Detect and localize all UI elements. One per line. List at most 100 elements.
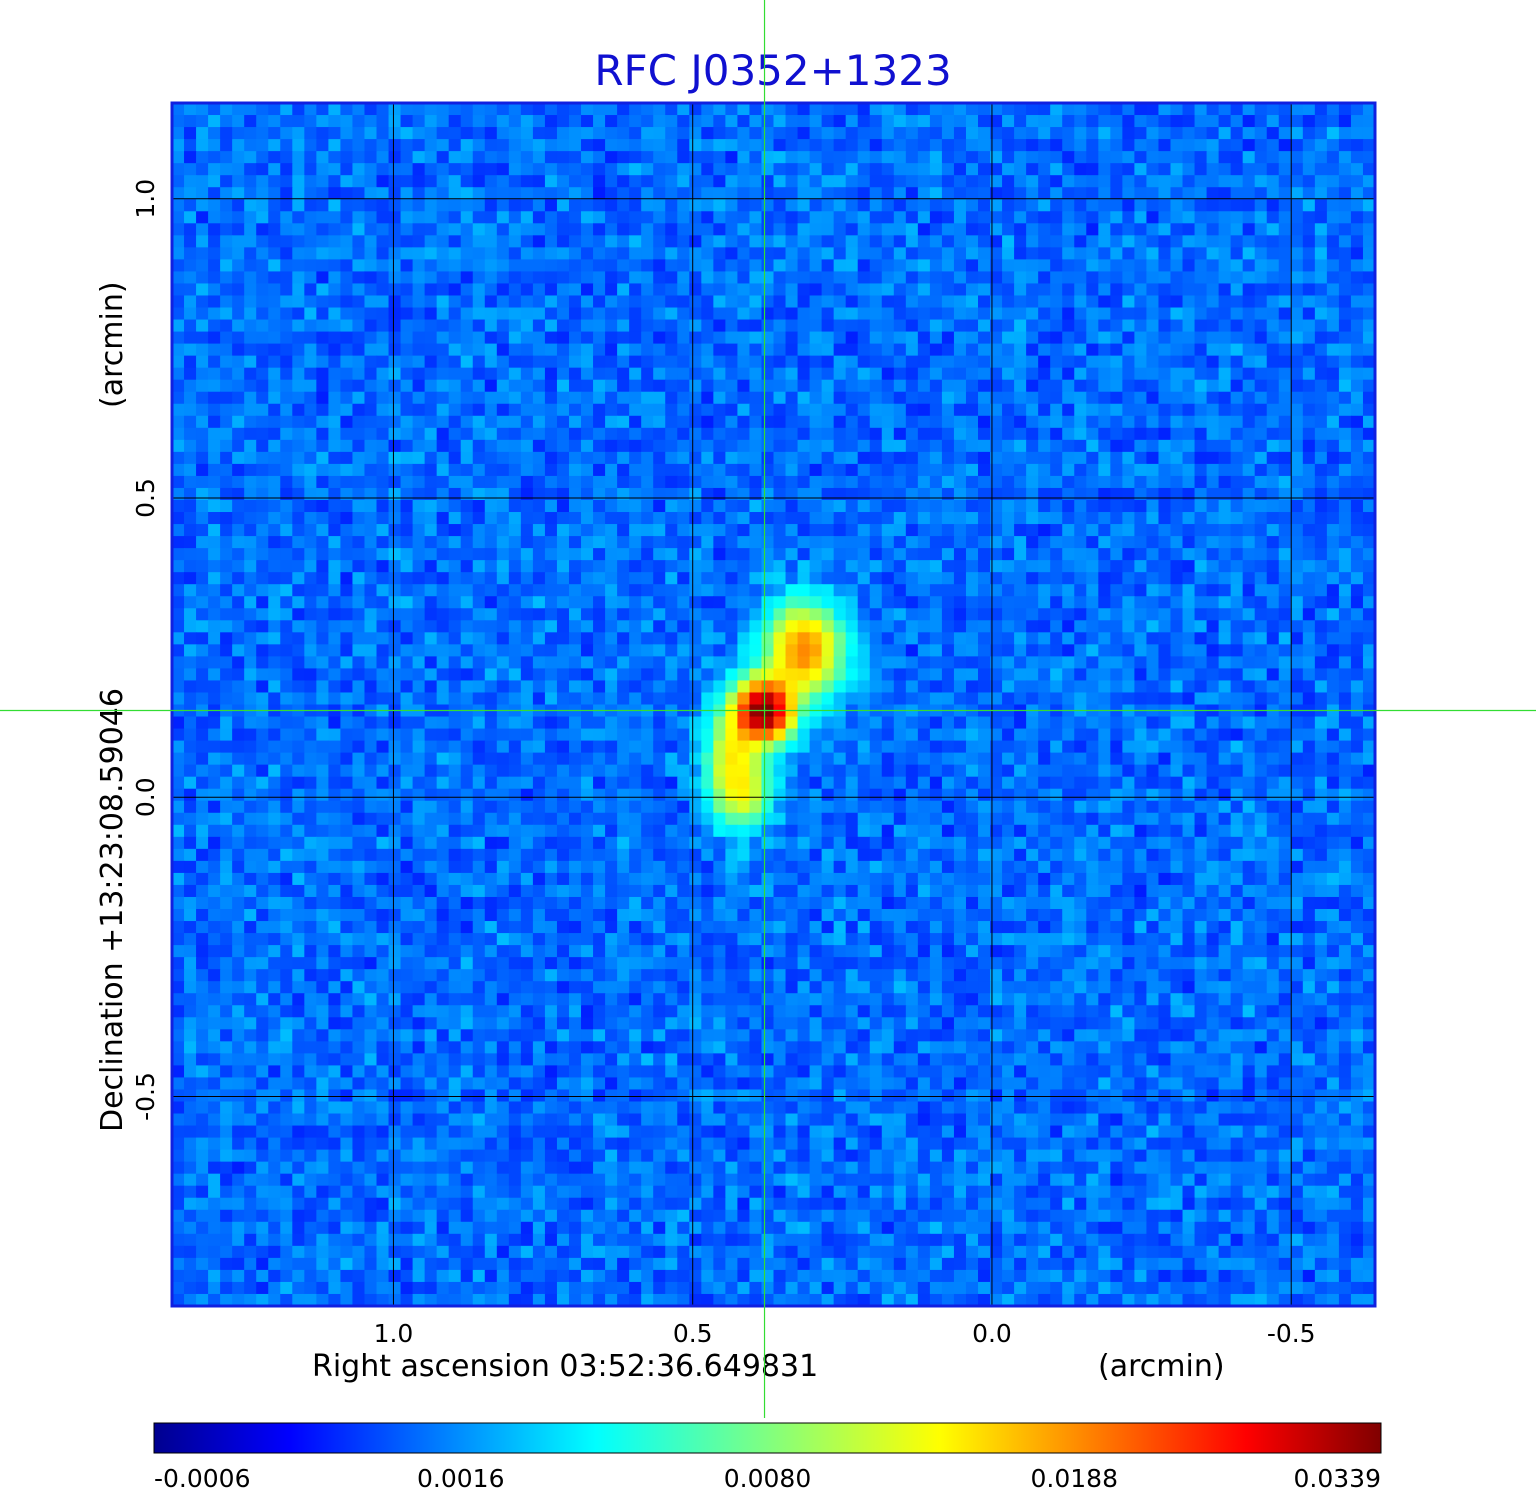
image-pixel xyxy=(448,439,462,453)
image-pixel xyxy=(400,608,414,621)
image-pixel xyxy=(845,560,859,573)
image-pixel xyxy=(472,680,486,694)
image-pixel xyxy=(965,331,979,345)
image-pixel xyxy=(292,355,305,369)
image-pixel xyxy=(568,584,582,597)
image-pixel xyxy=(1110,211,1123,224)
image-pixel xyxy=(917,692,931,706)
image-pixel xyxy=(472,487,486,501)
image-pixel xyxy=(364,596,378,609)
image-pixel xyxy=(1302,451,1316,465)
image-pixel xyxy=(1002,211,1015,224)
image-pixel xyxy=(701,584,714,597)
image-pixel xyxy=(1062,163,1075,176)
image-pixel xyxy=(1302,572,1316,585)
image-pixel xyxy=(1206,127,1220,140)
image-pixel xyxy=(172,307,185,321)
image-pixel xyxy=(953,379,967,393)
image-pixel xyxy=(520,355,534,369)
image-pixel xyxy=(280,632,293,645)
image-pixel xyxy=(1242,343,1256,357)
image-pixel xyxy=(725,415,739,429)
image-pixel xyxy=(328,572,342,585)
image-pixel xyxy=(400,139,414,152)
image-pixel xyxy=(857,271,871,285)
image-pixel xyxy=(1350,572,1364,585)
image-pixel xyxy=(797,524,811,537)
image-pixel xyxy=(821,668,835,682)
image-pixel xyxy=(677,139,690,152)
image-pixel xyxy=(1278,247,1292,260)
image-pixel xyxy=(1218,463,1232,477)
image-pixel xyxy=(1338,247,1352,260)
image-pixel xyxy=(617,103,630,116)
image-pixel xyxy=(677,668,690,682)
image-pixel xyxy=(304,451,317,465)
image-pixel xyxy=(1074,187,1087,200)
image-pixel xyxy=(1146,644,1160,657)
image-pixel xyxy=(990,596,1003,609)
image-pixel xyxy=(641,139,654,152)
image-pixel xyxy=(244,427,257,441)
image-pixel xyxy=(893,175,907,188)
image-pixel xyxy=(653,283,666,297)
image-pixel xyxy=(773,115,787,128)
image-pixel xyxy=(292,415,305,429)
image-pixel xyxy=(520,115,534,128)
image-pixel xyxy=(857,608,871,621)
image-pixel xyxy=(184,415,197,429)
image-pixel xyxy=(1038,235,1051,248)
image-pixel xyxy=(1362,163,1375,176)
image-pixel xyxy=(460,391,474,405)
image-pixel xyxy=(761,295,775,309)
image-pixel xyxy=(388,283,402,297)
image-pixel xyxy=(316,415,329,429)
image-pixel xyxy=(953,427,967,441)
image-pixel xyxy=(544,367,558,381)
image-pixel xyxy=(990,524,1003,537)
image-pixel xyxy=(292,584,305,597)
image-pixel xyxy=(953,367,967,381)
image-pixel xyxy=(232,319,245,333)
image-pixel xyxy=(436,572,450,585)
image-pixel xyxy=(845,175,859,188)
image-pixel xyxy=(316,355,329,369)
image-pixel xyxy=(929,427,943,441)
image-pixel xyxy=(665,451,678,465)
image-pixel xyxy=(917,187,931,200)
image-pixel xyxy=(292,199,305,212)
image-pixel xyxy=(641,343,654,357)
image-pixel xyxy=(893,487,907,501)
image-pixel xyxy=(220,668,233,682)
image-pixel xyxy=(400,367,414,381)
image-pixel xyxy=(328,644,342,657)
image-pixel xyxy=(665,319,678,333)
image-pixel xyxy=(701,295,714,309)
image-pixel xyxy=(1122,644,1135,657)
image-pixel xyxy=(532,692,546,706)
image-pixel xyxy=(328,151,342,164)
image-pixel xyxy=(484,548,498,561)
image-pixel xyxy=(1050,187,1063,200)
image-pixel xyxy=(1098,139,1111,152)
image-pixel xyxy=(869,199,883,212)
image-pixel xyxy=(1362,331,1375,345)
image-pixel xyxy=(472,560,486,573)
image-pixel xyxy=(809,548,823,561)
image-pixel xyxy=(1194,271,1208,285)
image-pixel xyxy=(581,343,594,357)
image-pixel xyxy=(629,343,642,357)
image-pixel xyxy=(1302,463,1316,477)
image-pixel xyxy=(1038,283,1051,297)
image-pixel xyxy=(773,235,787,248)
image-pixel xyxy=(1194,560,1208,573)
image-pixel xyxy=(352,139,366,152)
image-pixel xyxy=(1254,115,1268,128)
image-pixel xyxy=(1182,367,1196,381)
image-pixel xyxy=(520,572,534,585)
image-pixel xyxy=(208,139,221,152)
image-pixel xyxy=(1074,463,1087,477)
image-pixel xyxy=(1086,692,1099,706)
image-pixel xyxy=(1206,163,1220,176)
image-pixel xyxy=(460,223,474,236)
